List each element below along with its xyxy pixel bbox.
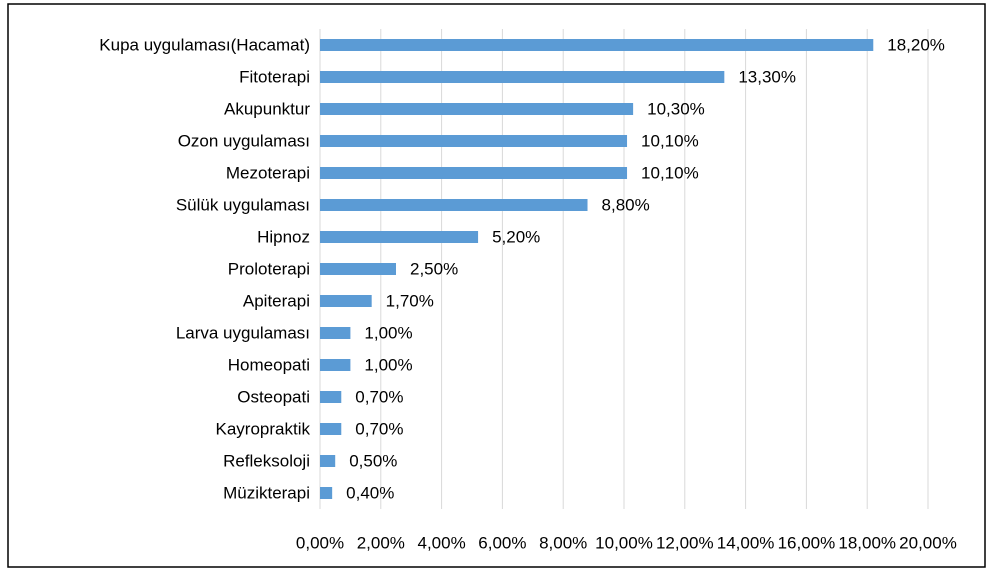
y-tick-label: Sülük uygulaması: [176, 195, 310, 214]
data-label: 10,30%: [647, 99, 705, 118]
bar: [320, 295, 372, 307]
y-tick-label: Müzikterapi: [223, 483, 310, 502]
data-label: 1,70%: [386, 291, 434, 310]
y-tick-label: Hipnoz: [257, 227, 310, 246]
data-label: 2,50%: [410, 259, 458, 278]
bar: [320, 199, 588, 211]
bar: [320, 391, 342, 403]
bar: [320, 423, 342, 435]
x-tick-label: 20,00%: [899, 533, 957, 552]
y-tick-label: Mezoterapi: [226, 163, 310, 182]
bar: [320, 39, 874, 51]
y-tick-label: Refleksoloji: [223, 451, 310, 470]
data-label: 1,00%: [364, 323, 412, 342]
x-tick-label: 8,00%: [539, 533, 587, 552]
y-tick-label: Homeopati: [228, 355, 310, 374]
x-tick-label: 12,00%: [656, 533, 714, 552]
x-tick-label: 2,00%: [357, 533, 405, 552]
bar: [320, 327, 351, 339]
x-tick-label: 18,00%: [838, 533, 896, 552]
y-tick-label: Ozon uygulaması: [178, 131, 310, 150]
x-tick-label: 6,00%: [478, 533, 526, 552]
data-label: 18,20%: [887, 35, 945, 54]
x-tick-label: 16,00%: [778, 533, 836, 552]
y-tick-label: Apiterapi: [243, 291, 310, 310]
y-tick-label: Kayropraktik: [216, 419, 311, 438]
bar: [320, 103, 634, 115]
data-label: 13,30%: [738, 67, 796, 86]
x-tick-label: 4,00%: [417, 533, 465, 552]
data-label: 10,10%: [641, 131, 699, 150]
data-label: 8,80%: [602, 195, 650, 214]
y-tick-label: Kupa uygulaması(Hacamat): [99, 35, 310, 54]
data-label: 10,10%: [641, 163, 699, 182]
bar: [320, 71, 725, 83]
bar: [320, 167, 628, 179]
data-label: 0,50%: [349, 451, 397, 470]
bar: [320, 455, 336, 467]
bar: [320, 263, 396, 275]
bar: [320, 487, 333, 499]
data-label: 1,00%: [364, 355, 412, 374]
data-label: 0,70%: [355, 419, 403, 438]
chart-frame: [7, 3, 986, 568]
x-tick-label: 14,00%: [717, 533, 775, 552]
x-tick-label: 0,00%: [296, 533, 344, 552]
bar: [320, 359, 351, 371]
data-label: 0,70%: [355, 387, 403, 406]
bar: [320, 231, 479, 243]
y-tick-label: Osteopati: [237, 387, 310, 406]
y-tick-label: Fitoterapi: [239, 67, 310, 86]
y-tick-label: Proloterapi: [228, 259, 310, 278]
data-label: 5,20%: [492, 227, 540, 246]
bar: [320, 135, 628, 147]
y-tick-label: Akupunktur: [224, 99, 310, 118]
y-tick-label: Larva uygulaması: [176, 323, 310, 342]
x-tick-label: 10,00%: [595, 533, 653, 552]
data-label: 0,40%: [346, 483, 394, 502]
